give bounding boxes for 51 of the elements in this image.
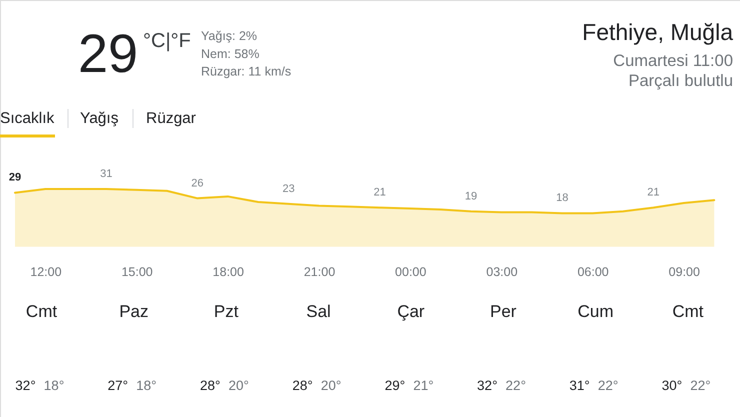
text: 31° (569, 378, 590, 393)
x-tick-label: 21:00 (304, 265, 336, 279)
chart-title: Fethiye, Muğla (582, 19, 734, 45)
text: 28° (292, 378, 313, 393)
chart-subtitle: Cumartesi 11:00 (613, 52, 733, 70)
x-tick-label: 00:00 (395, 265, 426, 279)
data-label: 29 (8, 172, 22, 184)
data-label: 21 (374, 186, 386, 199)
text: Yağış: 2% (201, 29, 258, 43)
text: 28° (200, 378, 220, 393)
text: 27° (108, 378, 128, 393)
data-label: 26 (191, 177, 204, 190)
x-tick-label: 18:00 (212, 265, 244, 279)
text: 32° (477, 378, 498, 393)
data-label: 19 (464, 190, 478, 202)
text: 18° (136, 378, 157, 393)
text: 30° (662, 378, 682, 393)
text: 18° (44, 378, 64, 393)
text: Rüzgar: 11 km/s (201, 64, 292, 78)
category-label: Pzt (214, 302, 239, 321)
text: 22° (506, 378, 526, 393)
category-label: Cmt (26, 302, 58, 321)
x-tick-label: 03:00 (486, 265, 518, 279)
x-tick-label: 15:00 (121, 265, 153, 279)
data-label: 21 (647, 186, 660, 199)
text: 20° (320, 378, 342, 393)
text: 29° (384, 378, 406, 393)
x-tick-label: 09:00 (668, 265, 700, 279)
data-label: 23 (282, 182, 295, 195)
category-label: Cum (578, 302, 614, 321)
x-tick-label: 12:00 (30, 265, 62, 279)
text: Yağış (80, 110, 119, 127)
category-label: Sal (306, 302, 331, 321)
text: Rüzgar (146, 110, 196, 127)
text: 22° (690, 378, 711, 393)
text: 22° (598, 378, 618, 393)
text: 21° (413, 378, 434, 393)
data-label: 31 (100, 168, 112, 180)
text: Sıcaklık (0, 110, 55, 127)
text: Nem: 58% (201, 47, 260, 61)
text: °C|°F (143, 30, 191, 52)
category-label: Cmt (672, 302, 704, 321)
text: 32° (15, 378, 36, 393)
x-tick-label: 06:00 (577, 265, 609, 279)
text: 29 (78, 24, 138, 84)
category-label: Per (490, 302, 517, 321)
data-label: 18 (556, 192, 568, 204)
category-label: Paz (119, 302, 148, 321)
category-label: Çar (397, 302, 425, 321)
text: 20° (228, 378, 249, 393)
text: Parçalı bulutlu (628, 72, 733, 90)
